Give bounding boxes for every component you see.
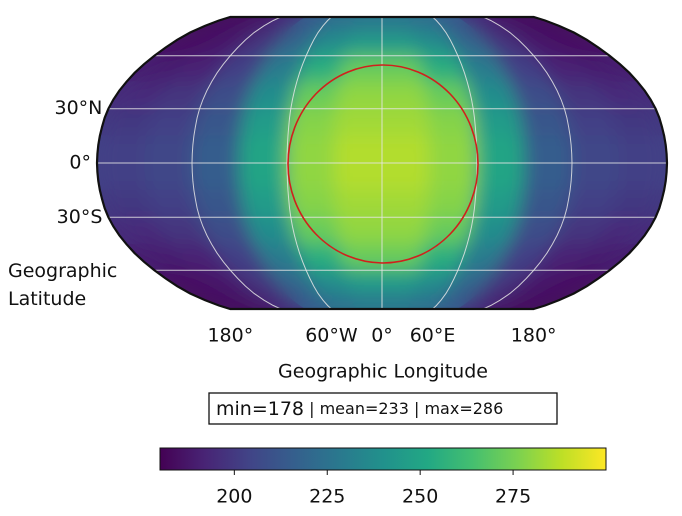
- cell: [239, 162, 289, 191]
- cell: [99, 108, 155, 137]
- cell: [193, 108, 246, 137]
- cell: [191, 135, 242, 164]
- colorbar-tick-label: 275: [495, 486, 531, 508]
- cell: [616, 162, 667, 191]
- colorbar-tick-label: 200: [216, 486, 252, 508]
- cell: [381, 108, 430, 137]
- cell: [240, 189, 292, 218]
- cell: [146, 108, 201, 137]
- cell: [343, 32, 383, 57]
- cell: [381, 243, 426, 271]
- cell: [191, 162, 242, 191]
- cell: [146, 189, 201, 218]
- cell: [563, 189, 618, 218]
- cell: [472, 108, 524, 137]
- map-outline: [95, 15, 669, 311]
- cell: [334, 135, 383, 164]
- cell: [427, 189, 477, 218]
- cell: [381, 216, 429, 245]
- cell: [335, 81, 383, 110]
- cell: [428, 135, 478, 164]
- cell: [569, 162, 620, 191]
- graticule: [97, 17, 667, 309]
- cell: [424, 81, 474, 110]
- cell: [193, 189, 246, 218]
- cell: [381, 269, 421, 294]
- y-axis-label-line: Latitude: [8, 288, 86, 310]
- colorbar-tick-label: 225: [309, 486, 345, 508]
- cell: [609, 108, 665, 137]
- cell: [244, 81, 298, 110]
- cell: [381, 81, 429, 110]
- cell: [334, 108, 383, 137]
- cell: [381, 135, 430, 164]
- x-tick-label: 180°: [511, 325, 557, 347]
- cell: [290, 216, 340, 245]
- cell: [381, 55, 426, 83]
- cell: [343, 269, 383, 294]
- cell: [424, 216, 474, 245]
- cell: [381, 162, 430, 191]
- cell: [475, 135, 525, 164]
- cell: [616, 135, 667, 164]
- cell: [472, 189, 524, 218]
- cell: [381, 189, 430, 218]
- x-tick-label: 180°: [207, 325, 253, 347]
- cell: [338, 243, 383, 271]
- y-axis-label-line: Geographic: [8, 260, 117, 282]
- colorbar: 200 225 250 275: [159, 447, 607, 508]
- cell: [97, 162, 148, 191]
- separator: |: [304, 399, 320, 418]
- colorbar-fill: [159, 447, 607, 471]
- cell: [518, 108, 571, 137]
- y-tick-label: 30°S: [57, 206, 103, 228]
- y-tick-label: 30°N: [55, 97, 103, 119]
- cell: [286, 162, 336, 191]
- cell: [334, 162, 383, 191]
- cell: [244, 216, 298, 245]
- separator: |: [409, 399, 425, 418]
- x-tick-label: 60°W: [305, 325, 358, 347]
- stat-max: max=286: [424, 399, 503, 418]
- cell: [338, 55, 383, 83]
- cell: [518, 189, 571, 218]
- cell: [522, 162, 573, 191]
- cell: [335, 216, 383, 245]
- x-tick-label: 60°E: [410, 325, 456, 347]
- cell: [563, 108, 618, 137]
- y-tick-label: 0°: [69, 152, 91, 174]
- cell: [475, 162, 525, 191]
- cell: [522, 135, 573, 164]
- stat-mean: mean=233: [320, 399, 409, 418]
- x-tick-label: 0°: [371, 325, 393, 347]
- cell: [286, 135, 336, 164]
- stats-box: [208, 392, 558, 425]
- cell: [240, 108, 292, 137]
- cell: [99, 189, 155, 218]
- cell: [287, 108, 337, 137]
- stats-text: min=178 | mean=233 | max=286: [216, 398, 503, 420]
- cell: [569, 135, 620, 164]
- cell: [428, 162, 478, 191]
- cell: [97, 135, 148, 164]
- colorbar-tick-label: 250: [402, 486, 438, 508]
- heatmap-blur: [97, 17, 667, 309]
- cell: [609, 189, 665, 218]
- cell: [144, 162, 195, 191]
- heatmap: [97, 17, 667, 309]
- stat-min: min=178: [216, 398, 304, 420]
- cell: [334, 189, 383, 218]
- cell: [381, 32, 421, 57]
- axes: 30°N 0° 30°S 180° 60°W 0° 60°E 180°: [55, 97, 557, 346]
- y-axis-label: Geographic Latitude: [8, 260, 117, 310]
- cell: [144, 135, 195, 164]
- contour: [287, 64, 479, 264]
- x-axis-label: Geographic Longitude: [278, 361, 488, 383]
- cell: [239, 135, 289, 164]
